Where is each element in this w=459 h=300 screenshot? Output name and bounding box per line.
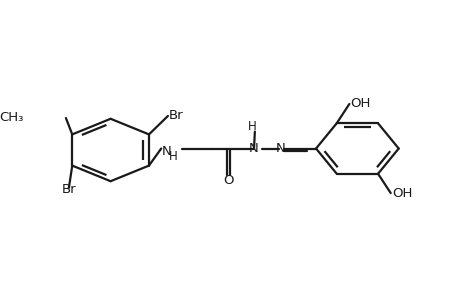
Text: OH: OH bbox=[350, 97, 370, 110]
Text: N: N bbox=[162, 145, 172, 158]
Text: Br: Br bbox=[61, 183, 76, 196]
Text: CH₃: CH₃ bbox=[0, 111, 24, 124]
Text: OH: OH bbox=[391, 187, 411, 200]
Text: N: N bbox=[274, 142, 285, 155]
Text: H: H bbox=[168, 150, 177, 163]
Text: N: N bbox=[248, 142, 257, 155]
Text: H: H bbox=[247, 120, 256, 133]
Text: O: O bbox=[223, 174, 233, 187]
Text: Br: Br bbox=[169, 110, 184, 122]
